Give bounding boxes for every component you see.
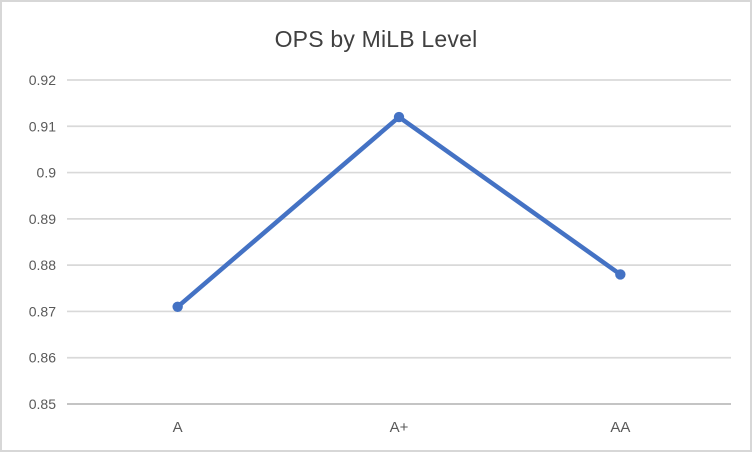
y-tick-label: 0.9 — [37, 165, 57, 181]
y-tick-label: 0.87 — [29, 303, 56, 319]
y-tick-label: 0.89 — [29, 211, 56, 227]
y-tick-label: 0.91 — [29, 118, 56, 134]
data-point-marker — [615, 269, 626, 280]
x-category-label: A+ — [390, 419, 409, 436]
y-tick-label: 0.85 — [29, 396, 56, 412]
y-tick-label: 0.92 — [29, 72, 56, 88]
x-category-label: AA — [610, 419, 630, 436]
series-line — [175, 114, 623, 310]
data-point-marker — [393, 111, 405, 123]
y-tick-label: 0.88 — [29, 257, 56, 273]
x-category-label: A — [173, 419, 183, 436]
data-point-marker — [172, 301, 183, 312]
chart-title: OPS by MiLB Level — [274, 26, 478, 52]
y-tick-label: 0.86 — [29, 350, 56, 366]
